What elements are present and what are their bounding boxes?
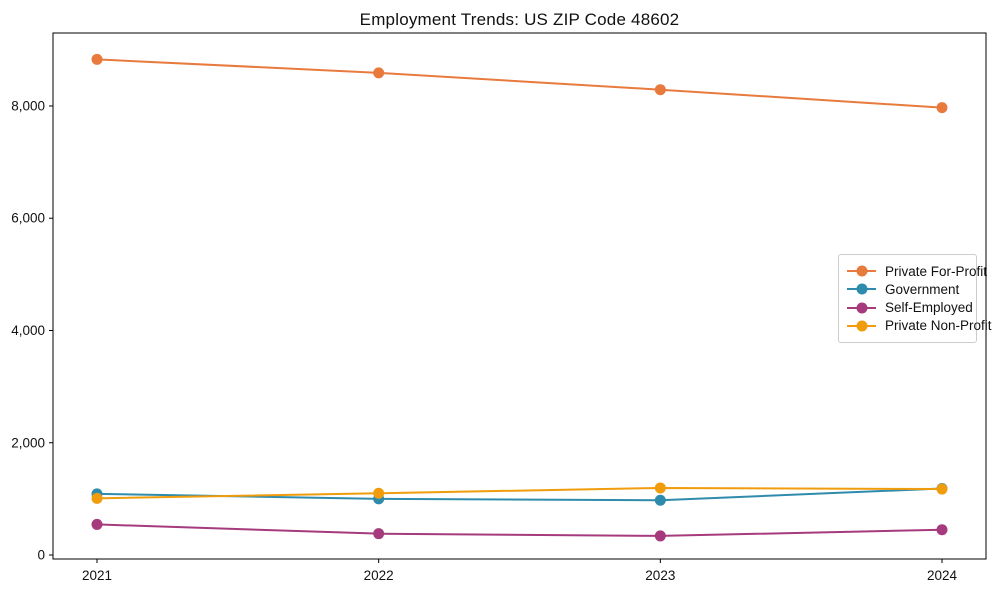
- series-marker-private-non-profit: [654, 482, 666, 494]
- series-marker-private-non-profit: [936, 483, 948, 495]
- legend-line-icon: [847, 302, 876, 314]
- legend-dot-icon: [856, 320, 867, 332]
- x-tick-label: 2024: [927, 568, 958, 583]
- series-marker-private-for-profit: [654, 84, 666, 96]
- x-tick-label: 2022: [364, 568, 394, 583]
- y-tick-label: 8,000: [11, 98, 45, 113]
- legend-label: Private Non-Profit: [885, 318, 992, 334]
- chart-title: Employment Trends: US ZIP Code 48602: [359, 10, 680, 29]
- legend-item-private-non-profit: Private Non-Profit: [847, 317, 992, 335]
- y-tick-label: 6,000: [11, 211, 45, 226]
- y-tick-label: 4,000: [11, 323, 45, 338]
- legend-label: Private For-Profit: [885, 263, 988, 279]
- series-marker-private-for-profit: [373, 67, 385, 79]
- x-tick-label: 2023: [645, 568, 675, 583]
- legend-item-private-for-profit: Private For-Profit: [847, 262, 987, 280]
- legend-label: Self-Employed: [885, 300, 973, 316]
- series-marker-government: [654, 494, 666, 506]
- legend-dot-icon: [856, 265, 867, 277]
- legend-line-icon: [847, 283, 876, 295]
- series-marker-private-non-profit: [91, 492, 103, 504]
- legend-item-government: Government: [847, 280, 968, 298]
- series-marker-private-for-profit: [936, 102, 948, 114]
- series-marker-private-non-profit: [373, 487, 385, 499]
- series-marker-self-employed: [91, 518, 103, 530]
- legend-label: Government: [885, 281, 960, 297]
- series-marker-self-employed: [654, 530, 666, 542]
- series-line-self-employed: [96, 523, 943, 537]
- legend-line-icon: [847, 320, 876, 332]
- plot-border: [52, 32, 987, 560]
- series-marker-self-employed: [936, 524, 948, 536]
- x-tick-label: 2021: [82, 568, 112, 583]
- series-line-private-non-profit: [96, 486, 943, 500]
- series-marker-private-for-profit: [91, 53, 103, 65]
- y-tick-label: 0: [37, 548, 45, 563]
- legend-item-self-employed: Self-Employed: [847, 299, 973, 317]
- legend-dot-icon: [856, 283, 867, 295]
- y-tick-label: 2,000: [11, 435, 45, 450]
- series-line-private-for-profit: [96, 58, 943, 109]
- legend-dot-icon: [856, 302, 867, 314]
- legend: Private For-Profit Government Self-Emplo…: [838, 254, 992, 343]
- legend-line-icon: [847, 265, 876, 277]
- series-marker-self-employed: [373, 528, 385, 540]
